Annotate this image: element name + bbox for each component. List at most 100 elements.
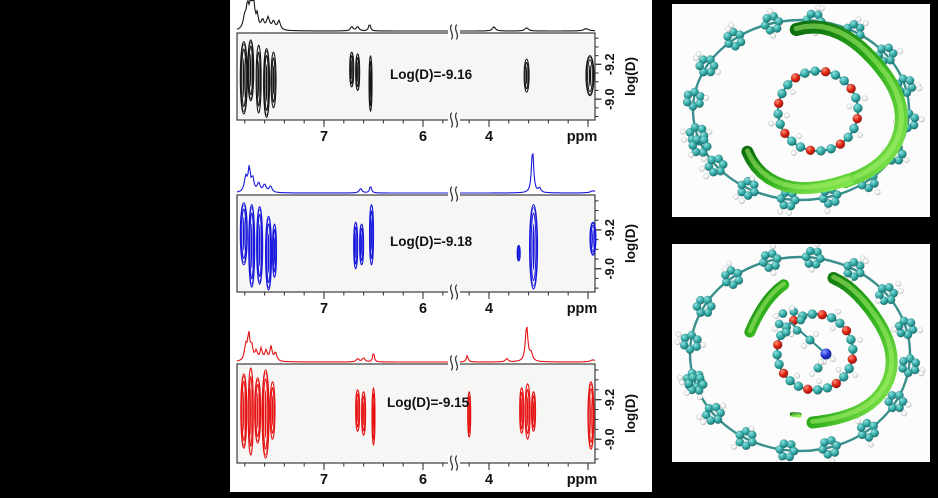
hydrogen-atom: [701, 156, 707, 162]
nmr-1d-trace: [236, 0, 596, 32]
carbon-atom: [830, 448, 840, 457]
dosy-cross-peak: [589, 221, 597, 256]
dosy-cross-peak: [247, 39, 255, 102]
hydrogen-atom: [703, 95, 710, 101]
carbon-atom: [830, 197, 840, 207]
oxygen-atom: [790, 73, 801, 83]
carbon-atom: [796, 315, 806, 325]
dosy-panel-blue: 7 6 4 ppm -9.2 -9.0 log(D) Log(D)=-9.18: [236, 153, 638, 317]
hydrogen-atom: [674, 339, 681, 346]
logd-annotation: Log(D)=-9.18: [390, 234, 473, 249]
carbon-atom: [764, 263, 774, 273]
carbon-atom: [785, 452, 795, 462]
carbon-atom: [795, 142, 806, 152]
carbon-atom: [905, 76, 915, 86]
carbon-atom: [699, 67, 708, 77]
dosy-spectra-column: 7 6 4 ppm -9.2 -9.0 log(D) Log(D)=-9.16 7 6 4 ppm -…: [230, 0, 652, 492]
hydrogen-atom: [748, 425, 755, 432]
hydrogen-atom: [676, 374, 683, 381]
dosy-cross-peak: [467, 391, 472, 438]
carbon-atom: [815, 254, 825, 264]
hydrogen-atom: [835, 308, 841, 315]
hydrogen-atom: [721, 266, 728, 273]
hydrogen-atom: [733, 193, 739, 200]
carbon-atom: [844, 363, 854, 374]
hydrogen-atom: [738, 198, 745, 205]
x-axis-unit-label: ppm: [567, 301, 598, 317]
hydrogen-atom: [776, 459, 782, 462]
carbon-atom: [688, 102, 698, 111]
carbon-atom: [790, 195, 800, 205]
carbon-atom: [849, 20, 859, 29]
carbon-atom: [906, 318, 916, 328]
crown-ether-guest: [771, 308, 863, 395]
axis-break-icon: [449, 186, 454, 202]
hydrogen-atom: [891, 326, 897, 333]
carbon-atom: [774, 359, 784, 370]
carbon-atom: [736, 37, 746, 47]
carbon-atom: [760, 251, 770, 260]
axis-break-icon: [449, 355, 454, 371]
dosy-cross-peak: [368, 204, 375, 266]
carbon-atom: [685, 345, 695, 354]
axis-break-icon: [454, 455, 459, 471]
y-tick-label: -9.2: [603, 219, 617, 241]
carbon-atom: [870, 428, 880, 438]
dosy-cross-peak: [353, 221, 359, 270]
dosy-cross-peak: [247, 367, 254, 456]
dosy-cross-peak: [528, 204, 539, 290]
carbon-atom: [696, 308, 706, 318]
dosy-cross-peak: [254, 377, 262, 444]
dosy-cross-peak: [587, 381, 595, 450]
carbon-atom: [684, 379, 694, 388]
molecule-render-top: [672, 4, 930, 217]
dosy-cross-peak: [359, 223, 365, 266]
carbon-atom: [848, 344, 858, 355]
hydrogen-atom: [720, 402, 727, 409]
dosy-2d-box: [236, 32, 596, 121]
carbon-atom: [776, 194, 786, 203]
carbon-atom: [884, 43, 894, 53]
carbon-atom: [843, 132, 853, 142]
carbon-atom: [692, 302, 702, 311]
dosy-cross-peak: [355, 389, 361, 432]
dosy-cross-peak: [269, 381, 276, 440]
hydrogen-atom: [918, 116, 925, 123]
nci-ribbon-highlight: [747, 281, 786, 334]
carbon-atom: [830, 70, 841, 80]
dosy-cross-peak: [355, 53, 361, 91]
hydrogen-atom: [725, 25, 732, 32]
hydrogen-atom: [816, 378, 822, 384]
hydrogen-atom: [818, 5, 825, 12]
x-tick-label: 6: [419, 301, 427, 317]
dosy-cross-peak: [261, 369, 270, 459]
hydrogen-atom: [768, 120, 774, 127]
ammonium-guest: [773, 305, 836, 377]
hydrogen-atom: [790, 89, 796, 95]
carbon-atom: [787, 136, 797, 146]
carbon-atom: [846, 334, 856, 345]
hydrogen-atom: [897, 48, 904, 55]
carbon-atom: [695, 61, 705, 71]
oxygen-atom: [847, 354, 858, 364]
dosy-cross-peak: [361, 391, 367, 436]
carbon-atom: [898, 397, 908, 406]
x-tick-label: 7: [320, 129, 328, 145]
hydrogen-atom: [678, 379, 685, 386]
hydrogen-atom: [698, 165, 705, 172]
hydrogen-atom: [706, 128, 713, 135]
carbon-atom: [737, 180, 747, 190]
nanoring-host: [674, 244, 926, 462]
dosy-cross-peak: [239, 202, 248, 266]
hydrogen-atom: [801, 343, 807, 349]
carbon-atom: [894, 390, 904, 400]
hydrogen-atom: [726, 260, 732, 267]
carbon-atom: [813, 363, 823, 373]
nci-ribbon-highlight: [745, 148, 851, 190]
carbon-atom: [805, 246, 815, 256]
x-tick-label: 4: [485, 301, 493, 317]
carbon-atom: [679, 340, 689, 350]
y-tick-label: -9.2: [603, 54, 617, 76]
axis-break-icon: [454, 355, 459, 371]
